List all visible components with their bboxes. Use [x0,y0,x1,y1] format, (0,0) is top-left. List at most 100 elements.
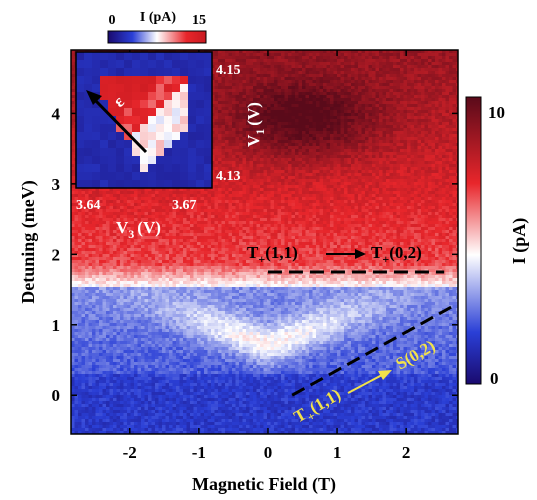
heatmap-cell [442,179,446,183]
heatmap-cell [344,119,348,123]
heatmap-cell [260,86,264,90]
heatmap-cell [393,56,397,60]
heatmap-cell [424,95,429,99]
heatmap-cell [312,83,317,87]
heatmap-cell [309,74,313,78]
heatmap-cell [249,74,254,78]
heatmap-cell [319,152,324,156]
heatmap-cell [442,137,446,141]
heatmap-cell [291,101,296,105]
heatmap-cell [445,101,450,105]
heatmap-cell [347,92,352,96]
heatmap-cell [445,152,450,156]
heatmap-cell [277,95,282,99]
heatmap-cell [386,107,390,111]
heatmap-cell [281,107,285,111]
heatmap-cell [382,164,387,168]
heatmap-cell [330,152,334,156]
heatmap-cell [400,140,404,144]
heatmap-cell [424,176,429,180]
heatmap-cell [232,170,236,174]
heatmap-cell [400,80,404,84]
heatmap-cell [414,137,418,141]
heatmap-cell [407,158,411,162]
heatmap-cell [211,143,215,147]
heatmap-cell [358,173,362,177]
heatmap-cell [431,155,436,159]
heatmap-cell [326,53,331,57]
heatmap-cell [393,146,397,150]
heatmap-cell [284,86,289,90]
heatmap-cell [316,113,320,117]
heatmap-cell [428,173,432,177]
heatmap-cell [214,74,219,78]
heatmap-cell [456,80,458,84]
heatmap-cell [417,155,422,159]
heatmap-cell [221,53,226,57]
heatmap-cell [417,137,422,141]
heatmap-cell [351,143,355,147]
heatmap-cell [340,170,345,174]
heatmap-cell [246,95,250,99]
heatmap-cell [333,80,338,84]
heatmap-cell [305,101,310,105]
heatmap-cell [256,149,261,153]
heatmap-cell [291,170,296,174]
heatmap-cell [407,83,411,87]
heatmap-cell [246,164,250,168]
heatmap-cell [235,131,240,135]
heatmap-cell [382,65,387,69]
heatmap-cell [228,131,233,135]
heatmap-cell [235,83,240,87]
heatmap-cell [267,89,271,93]
heatmap-cell [246,128,250,132]
heatmap-cell [407,107,411,111]
heatmap-cell [424,179,429,183]
heatmap-cell [288,56,292,60]
heatmap-cell [235,80,240,84]
heatmap-cell [431,167,436,171]
heatmap-cell [302,146,306,150]
heatmap-cell [214,71,219,75]
heatmap-cell [417,122,422,126]
heatmap-cell [288,116,292,120]
heatmap-cell [361,182,366,186]
heatmap-cell [452,173,457,177]
heatmap-cell [260,101,264,105]
heatmap-cell [396,119,401,123]
heatmap-cell [365,50,369,54]
heatmap-cell [284,149,289,153]
heatmap-cell [267,113,271,117]
heatmap-cell [424,65,429,69]
heatmap-cell [281,95,285,99]
heatmap-cell [449,182,453,186]
heatmap-cell [421,170,425,174]
heatmap-cell [309,128,313,132]
heatmap-cell [309,83,313,87]
heatmap-cell [445,182,450,186]
heatmap-cell [344,68,348,72]
heatmap-cell [284,53,289,57]
heatmap-cell [249,77,254,81]
heatmap-cell [256,179,261,183]
heatmap-cell [344,116,348,120]
heatmap-cell [438,167,443,171]
heatmap-cell [295,155,299,159]
heatmap-cell [218,122,222,126]
heatmap-cell [351,74,355,78]
heatmap-cell [260,146,264,150]
heatmap-cell [333,95,338,99]
heatmap-cell [393,182,397,186]
heatmap-cell [337,107,341,111]
heatmap-cell [344,86,348,90]
heatmap-cell [239,128,243,132]
heatmap-cell [267,116,271,120]
heatmap-cell [319,59,324,63]
heatmap-cell [449,131,453,135]
heatmap-cell [344,83,348,87]
heatmap-cell [386,74,390,78]
heatmap-cell [302,170,306,174]
heatmap-cell [449,125,453,129]
heatmap-cell [242,146,247,150]
heatmap-cell [274,167,278,171]
